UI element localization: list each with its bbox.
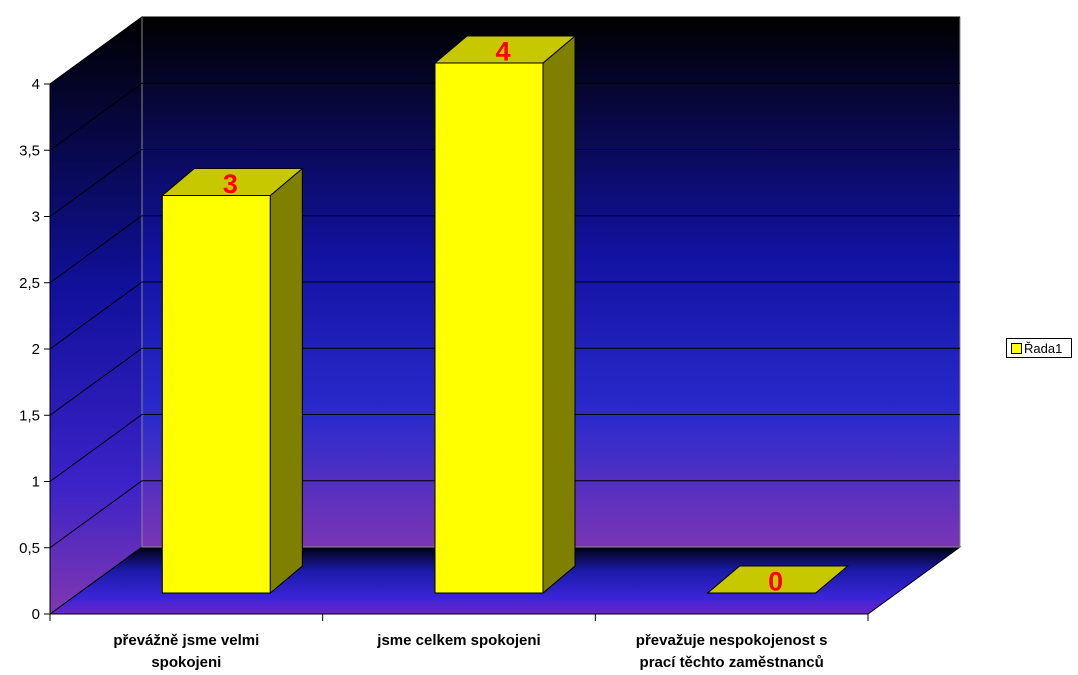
legend-swatch [1011, 342, 1022, 354]
y-tick-label: 0,5 [19, 540, 40, 557]
bar-top [160, 168, 304, 196]
y-tick-label: 4 [32, 76, 40, 93]
bar [433, 34, 577, 595]
bar-front [434, 62, 544, 594]
y-tick-label: 0 [32, 606, 40, 623]
x-category-label: převážně jsme velmi [113, 632, 259, 649]
gridline-side [49, 82, 143, 151]
legend-label: Řada1 [1024, 340, 1063, 356]
x-category-label: spokojeni [151, 654, 221, 671]
bar-front [161, 195, 271, 594]
data-label: 4 [495, 37, 510, 67]
gridline-side [49, 480, 143, 549]
data-label: 0 [768, 567, 783, 597]
bars [160, 34, 850, 595]
bar-side [269, 167, 303, 595]
gridline-side [49, 149, 143, 217]
y-tick-label: 1 [32, 474, 40, 491]
bar-top [433, 35, 577, 64]
y-tick-label: 3,5 [19, 142, 40, 159]
legend: Řada1 [1006, 338, 1072, 358]
gridline-side [49, 347, 143, 416]
x-category-label: prací těchto zaměstnanců [640, 654, 824, 671]
y-tick-label: 1,5 [19, 407, 40, 424]
gridline-side [49, 215, 143, 284]
y-tick-label: 2 [32, 341, 40, 358]
x-category-label: jsme celkem spokojeni [376, 632, 540, 649]
bar [706, 565, 850, 594]
gridline-side [49, 16, 143, 85]
gridline-side [49, 414, 143, 482]
bar [160, 167, 304, 595]
bar-side [542, 34, 576, 595]
labels: 0 0,5 1 1,5 2 2,5 3 3,5 4 převážně jsme velmi spok… [19, 37, 827, 672]
bar-top [706, 565, 850, 594]
x-category-label: převažuje nespokojenost s [636, 632, 828, 649]
y-tick-label: 2,5 [19, 275, 40, 292]
axes [44, 83, 869, 621]
gridline-side [49, 281, 143, 350]
data-label: 3 [223, 169, 238, 199]
y-tick-label: 3 [32, 209, 40, 226]
